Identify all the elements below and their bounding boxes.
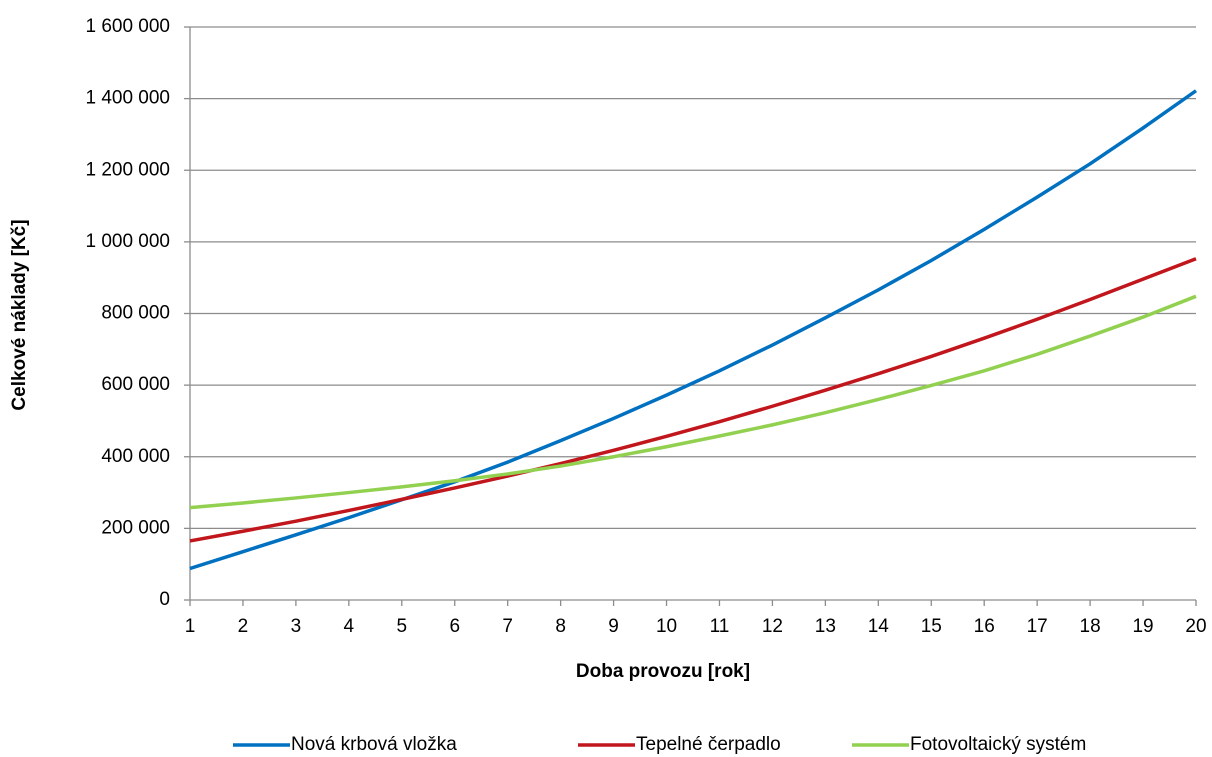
x-tick-label: 1	[185, 616, 196, 637]
x-tick-label: 12	[762, 616, 783, 637]
series-line	[189, 294, 1197, 510]
legend-label: Nová krbová vložka	[291, 734, 457, 755]
x-tick-label: 7	[502, 616, 513, 637]
y-tick-label: 200 000	[101, 517, 170, 538]
series-line	[189, 89, 1198, 571]
x-tick-label: 5	[397, 616, 408, 637]
x-tick-label: 4	[344, 616, 355, 637]
x-tick-label: 10	[656, 616, 677, 637]
y-tick-label: 1 400 000	[85, 88, 170, 109]
x-tick-label: 2	[238, 616, 249, 637]
x-tick-label: 19	[1132, 616, 1153, 637]
legend-label: Fotovoltaický systém	[910, 734, 1086, 755]
x-tick-label: 3	[291, 616, 302, 637]
x-tick-label: 15	[921, 616, 942, 637]
y-axis-title: Celkové náklady [Kč]	[9, 219, 30, 410]
x-tick-label: 14	[868, 616, 890, 637]
x-tick-label: 20	[1185, 616, 1206, 637]
x-tick-label: 9	[608, 616, 619, 637]
y-tick-label: 400 000	[101, 446, 170, 467]
x-tick-label: 13	[815, 616, 836, 637]
y-tick-label: 800 000	[101, 303, 170, 324]
y-tick-label: 0	[159, 589, 170, 610]
x-axis-title: Doba provozu [rok]	[576, 661, 750, 682]
y-tick-label: 1 000 000	[85, 231, 170, 252]
y-tick-label: 1 200 000	[85, 159, 170, 180]
x-tick-label: 8	[555, 616, 566, 637]
series-line	[189, 257, 1197, 543]
x-tick-label: 6	[449, 616, 460, 637]
y-tick-label: 1 600 000	[85, 16, 170, 37]
x-tick-label: 17	[1027, 616, 1048, 637]
x-tick-label: 18	[1080, 616, 1101, 637]
x-tick-label: 11	[710, 616, 730, 637]
legend-label: Tepelné čerpadlo	[636, 734, 781, 755]
x-tick-label: 16	[974, 616, 995, 637]
y-tick-label: 600 000	[101, 374, 170, 395]
